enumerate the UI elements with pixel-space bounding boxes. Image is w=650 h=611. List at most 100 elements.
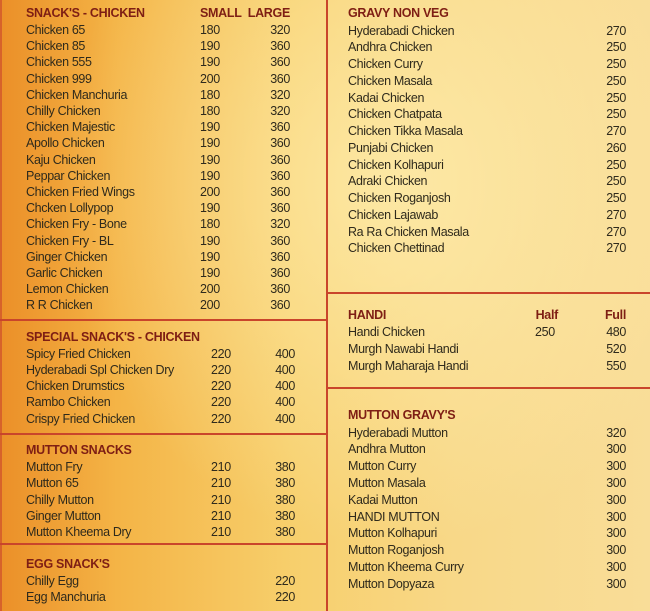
- menu-item-price: 360: [270, 71, 290, 86]
- menu-item-name: Chicken Manchuria: [26, 87, 128, 102]
- menu-item-name: Mutton Masala: [348, 475, 426, 490]
- menu-item-price: 250: [606, 191, 626, 205]
- menu-item-name: Chicken Masala: [348, 73, 433, 88]
- menu-item-name: Chcken Lollypop: [26, 201, 114, 216]
- section-title-snacks-chicken: SNACK'S - CHICKEN: [26, 6, 145, 20]
- menu-item-name: Mutton Kheema Curry: [348, 559, 464, 574]
- menu-item-price: 550: [606, 358, 626, 373]
- menu-item-price: 360: [270, 201, 290, 216]
- menu-item-name: Mutton 65: [26, 476, 79, 491]
- menu-item-price: 250: [606, 73, 626, 88]
- menu-item-name: Andhra Chicken: [348, 40, 433, 55]
- menu-item-name: Punjabi Chicken: [348, 140, 434, 155]
- menu-item-price: 360: [270, 55, 290, 70]
- menu-item-name: Mutton Curry: [348, 459, 417, 474]
- divider-right-2: [327, 387, 650, 389]
- menu-item-name: Spicy Fried Chicken: [26, 346, 131, 361]
- menu-item-name: Chicken 85: [26, 39, 86, 54]
- menu-item-name: Murgh Nawabi Handi: [348, 341, 459, 356]
- menu-item-name: R R Chicken: [26, 298, 93, 313]
- menu-item-name: Hyderabadi Spl Chicken Dry: [26, 362, 174, 377]
- menu-item-price-small: 200: [200, 282, 220, 297]
- menu-item-price: 400: [275, 379, 295, 394]
- menu-item-price: 400: [275, 346, 295, 361]
- menu-item-price: 400: [275, 395, 295, 410]
- menu-item-name: Hyderabadi Chicken: [348, 23, 455, 38]
- menu-item-price-small: 210: [211, 508, 231, 523]
- divider-left-edge: [0, 0, 2, 611]
- menu-item-name: Chilly Egg: [26, 573, 79, 588]
- menu-item-name: Hyderabadi Mutton: [348, 425, 448, 440]
- menu-item-name: Chicken Majestic: [26, 120, 115, 135]
- menu-item-name: Chicken 65: [26, 23, 86, 37]
- menu-item-name: Mutton Roganjosh: [348, 543, 444, 558]
- menu-item-name: Chilly Mutton: [26, 492, 94, 507]
- menu-item-name: Ginger Chicken: [26, 249, 108, 264]
- menu-item-price: 270: [606, 23, 626, 38]
- menu-item-price: 260: [606, 140, 626, 155]
- menu-item-price-small: 190: [200, 168, 220, 183]
- menu-item-name: Mutton Kheema Dry: [26, 525, 132, 540]
- section-title-mutton-snacks: MUTTON SNACKS: [26, 443, 132, 457]
- menu-item-name: Peppar Chicken: [26, 168, 111, 183]
- section-title-gravy-non-veg: GRAVY NON VEG: [348, 6, 449, 20]
- menu-item-price-small: 190: [200, 152, 220, 167]
- menu-item-price: 400: [275, 411, 295, 426]
- divider-left-3: [0, 543, 327, 545]
- menu-item-price-small: 180: [200, 104, 220, 118]
- menu-item-price: 270: [606, 207, 626, 222]
- menu-item-price-small: 190: [200, 201, 220, 216]
- menu-item-price-small: 200: [200, 71, 220, 86]
- menu-item-name: Murgh Maharaja Handi: [348, 358, 469, 373]
- menu-item-name: Chicken 999: [26, 71, 92, 86]
- menu-item-price: 360: [270, 298, 290, 313]
- menu-item-name: Chicken Tikka Masala: [348, 124, 463, 138]
- menu-item-price: 360: [270, 152, 290, 167]
- menu-item-price: 300: [606, 492, 626, 507]
- menu-item-price: 300: [606, 459, 626, 474]
- menu-item-price-small: 210: [211, 492, 231, 507]
- menu-item-price-small: 210: [211, 476, 231, 491]
- menu-item-price: 220: [275, 590, 295, 604]
- menu-item-name: Mutton Kolhapuri: [348, 526, 437, 541]
- menu-item-name: Chicken Chettinad: [348, 241, 445, 256]
- menu-item-price: 360: [270, 233, 290, 248]
- menu-item-name: Ginger Mutton: [26, 508, 101, 523]
- menu-item-price: 320: [270, 23, 290, 37]
- menu-item-price: 300: [606, 509, 626, 524]
- menu-item-price: 300: [606, 559, 626, 574]
- menu-item-price: 520: [606, 341, 626, 356]
- menu-item-name: Rambo Chicken: [26, 395, 111, 410]
- menu-item-price-small: 200: [200, 298, 220, 313]
- divider-left-1: [0, 319, 327, 321]
- menu-item-name: Chicken Fry - BL: [26, 233, 114, 248]
- menu-item-name: Handi Chicken: [348, 324, 425, 339]
- menu-item-name: Chicken Fry - Bone: [26, 217, 127, 232]
- menu-item-price: 250: [606, 157, 626, 172]
- menu-item-name: Kadai Mutton: [348, 492, 418, 507]
- menu-item-price: 250: [606, 40, 626, 55]
- menu-item-name: Apollo Chicken: [26, 136, 105, 151]
- menu-item-name: Chicken Chatpata: [348, 107, 442, 122]
- menu-item-price-small: 210: [211, 460, 231, 474]
- menu-item-price: 360: [270, 185, 290, 199]
- menu-item-price: 480: [606, 324, 626, 339]
- menu-item-price-small: 180: [200, 87, 220, 102]
- menu-item-name: Kaju Chicken: [26, 152, 96, 167]
- menu-item-name: Chicken Drumstics: [26, 379, 125, 394]
- menu-item-name: Kadai Chicken: [348, 90, 425, 105]
- menu-item-name: Egg Manchuria: [26, 590, 106, 604]
- menu-item-price: 360: [270, 39, 290, 54]
- menu-item-price-small: 210: [211, 525, 231, 540]
- menu-item-price-small: 220: [211, 362, 231, 377]
- menu-item-price: 300: [606, 526, 626, 541]
- menu-item-price: 320: [270, 217, 290, 232]
- menu-item-price-small: 200: [200, 185, 220, 199]
- menu-item-name: Crispy Fried Chicken: [26, 411, 136, 426]
- menu-item-name: Chicken Curry: [348, 57, 423, 71]
- menu-item-price-small: 220: [211, 379, 231, 394]
- menu-item-price: 380: [275, 460, 295, 474]
- menu-item-price-small: 180: [200, 23, 220, 37]
- menu-item-price: 320: [606, 425, 626, 440]
- menu-item-price-small: 180: [200, 217, 220, 232]
